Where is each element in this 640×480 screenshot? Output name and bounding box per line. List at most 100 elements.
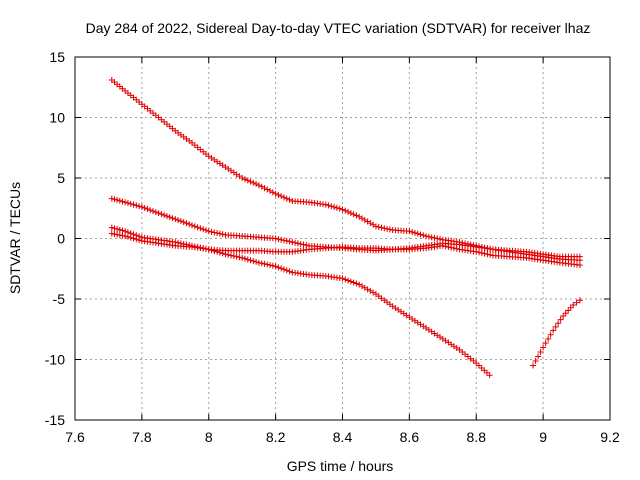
data-point — [202, 227, 209, 234]
data-point — [353, 280, 360, 287]
data-point — [283, 267, 290, 274]
data-point — [289, 239, 296, 246]
x-axis-label: GPS time / hours — [287, 458, 394, 474]
data-point — [550, 327, 557, 334]
data-point — [269, 262, 276, 269]
data-point — [448, 244, 455, 251]
data-point — [420, 232, 427, 239]
data-point — [411, 229, 418, 236]
data-point — [547, 331, 554, 338]
data-point — [275, 264, 282, 271]
data-point — [127, 200, 134, 207]
x-tick-label: 8.8 — [467, 429, 487, 445]
data-point — [136, 237, 143, 244]
data-point — [261, 260, 268, 267]
data-point — [560, 312, 567, 319]
data-point — [280, 237, 287, 244]
series-track-5 — [530, 297, 583, 369]
data-point — [191, 223, 198, 230]
data-point — [241, 255, 248, 262]
data-point — [205, 228, 212, 235]
data-point — [180, 219, 187, 226]
data-point — [481, 250, 488, 257]
data-point — [247, 178, 254, 185]
data-point — [216, 249, 223, 256]
data-point — [423, 233, 430, 240]
data-point — [111, 196, 118, 203]
data-point — [573, 299, 580, 306]
data-point — [375, 224, 382, 231]
data-point — [208, 247, 215, 254]
data-point — [189, 222, 196, 229]
data-point — [297, 240, 304, 247]
data-point — [425, 233, 432, 240]
data-point — [336, 205, 343, 212]
data-point — [144, 206, 151, 213]
data-point — [576, 297, 583, 304]
data-point — [133, 236, 140, 243]
data-point — [138, 204, 145, 211]
data-point — [339, 206, 346, 213]
data-point — [333, 204, 340, 211]
data-point — [272, 263, 279, 270]
data-point — [328, 203, 335, 210]
x-tick-labels: 7.6 7.8 8 8.2 8.4 8.6 8.8 9 9.2 — [65, 429, 620, 445]
data-point — [381, 225, 388, 232]
data-point — [286, 238, 293, 245]
data-point — [487, 251, 494, 258]
data-point — [214, 230, 221, 237]
x-tick-label: 8.4 — [333, 429, 353, 445]
data-point — [122, 199, 129, 206]
data-point — [450, 245, 457, 252]
data-point — [205, 246, 212, 253]
data-point — [325, 202, 332, 209]
data-point — [244, 256, 251, 263]
data-point — [119, 198, 126, 205]
data-point — [555, 320, 562, 327]
data-point — [130, 235, 137, 242]
data-point — [130, 201, 137, 208]
x-tick-label: 7.8 — [132, 429, 152, 445]
data-points — [108, 76, 583, 379]
data-point — [372, 223, 379, 230]
data-point — [211, 248, 218, 255]
data-point — [152, 209, 159, 216]
data-point — [183, 220, 190, 227]
data-point — [453, 245, 460, 252]
y-tick-labels: -15 -10 -5 0 5 10 15 — [45, 49, 65, 428]
data-point — [219, 231, 226, 238]
data-point — [557, 316, 564, 323]
data-point — [350, 211, 357, 218]
data-point — [116, 226, 123, 233]
data-point — [272, 190, 279, 197]
data-point — [576, 262, 583, 269]
data-point — [339, 275, 346, 282]
data-point — [417, 231, 424, 238]
y-tick-label: -5 — [53, 291, 66, 307]
data-point — [150, 208, 157, 215]
data-point — [163, 213, 170, 220]
data-point — [136, 203, 143, 210]
data-point — [439, 242, 446, 249]
data-point — [283, 237, 290, 244]
data-point — [428, 234, 435, 241]
data-point — [250, 258, 257, 265]
data-point — [347, 278, 354, 285]
data-point — [222, 251, 229, 258]
data-point — [253, 181, 260, 188]
data-point — [233, 253, 240, 260]
data-point — [155, 210, 162, 217]
data-point — [119, 227, 126, 234]
data-point — [258, 183, 265, 190]
data-point — [239, 175, 246, 181]
data-point — [228, 252, 235, 259]
data-point — [116, 197, 123, 204]
data-point — [545, 335, 552, 342]
data-point — [442, 243, 449, 250]
data-point — [172, 216, 179, 223]
data-point — [378, 224, 385, 231]
data-point — [350, 279, 357, 286]
x-tick-label: 8 — [205, 429, 213, 445]
data-point — [250, 179, 257, 186]
